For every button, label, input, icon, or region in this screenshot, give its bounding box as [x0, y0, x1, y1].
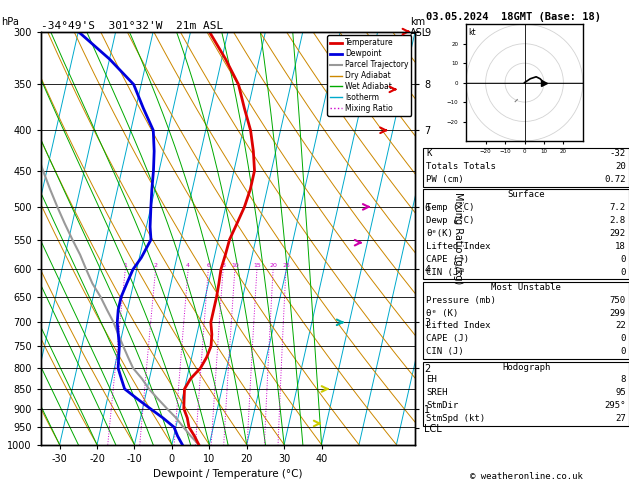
Text: 2: 2	[153, 263, 158, 268]
Text: 20: 20	[615, 162, 626, 171]
Text: CIN (J): CIN (J)	[426, 268, 464, 277]
Text: Temp (°C): Temp (°C)	[426, 203, 475, 212]
Text: 2.8: 2.8	[610, 216, 626, 225]
Text: -32: -32	[610, 149, 626, 158]
Text: Pressure (mb): Pressure (mb)	[426, 295, 496, 305]
Text: Totals Totals: Totals Totals	[426, 162, 496, 171]
Text: PW (cm): PW (cm)	[426, 175, 464, 184]
Text: 0: 0	[620, 268, 626, 277]
X-axis label: Dewpoint / Temperature (°C): Dewpoint / Temperature (°C)	[153, 469, 303, 479]
Text: CAPE (J): CAPE (J)	[426, 334, 469, 344]
Text: 20: 20	[269, 263, 277, 268]
Text: 6: 6	[206, 263, 210, 268]
Text: 1: 1	[123, 263, 127, 268]
Text: Lifted Index: Lifted Index	[426, 242, 491, 251]
Text: K: K	[426, 149, 431, 158]
Text: 95: 95	[615, 388, 626, 398]
Legend: Temperature, Dewpoint, Parcel Trajectory, Dry Adiabat, Wet Adiabat, Isotherm, Mi: Temperature, Dewpoint, Parcel Trajectory…	[327, 35, 411, 116]
Text: 0.72: 0.72	[604, 175, 626, 184]
Text: 0: 0	[620, 334, 626, 344]
Text: 15: 15	[253, 263, 261, 268]
Text: km
ASL: km ASL	[410, 17, 428, 38]
Text: 299: 299	[610, 309, 626, 318]
Text: 8: 8	[620, 376, 626, 384]
Y-axis label: Mixing Ratio (g/kg): Mixing Ratio (g/kg)	[453, 192, 463, 284]
Text: 0: 0	[620, 255, 626, 264]
Text: Dewp (°C): Dewp (°C)	[426, 216, 475, 225]
Text: StmDir: StmDir	[426, 401, 459, 410]
Text: CIN (J): CIN (J)	[426, 347, 464, 356]
Text: 18: 18	[615, 242, 626, 251]
Text: 03.05.2024  18GMT (Base: 18): 03.05.2024 18GMT (Base: 18)	[426, 12, 601, 22]
Text: StmSpd (kt): StmSpd (kt)	[426, 414, 486, 423]
Text: Hodograph: Hodograph	[502, 363, 550, 372]
Text: EH: EH	[426, 376, 437, 384]
Text: 25: 25	[282, 263, 290, 268]
Text: CAPE (J): CAPE (J)	[426, 255, 469, 264]
Text: 292: 292	[610, 229, 626, 238]
Text: © weatheronline.co.uk: © weatheronline.co.uk	[470, 472, 582, 481]
Text: 295°: 295°	[604, 401, 626, 410]
Text: 0: 0	[620, 347, 626, 356]
Text: 10: 10	[231, 263, 239, 268]
Text: kt: kt	[469, 28, 476, 37]
Text: SREH: SREH	[426, 388, 448, 398]
Text: 7.2: 7.2	[610, 203, 626, 212]
Text: 4: 4	[186, 263, 190, 268]
Text: θᵉ (K): θᵉ (K)	[426, 309, 459, 318]
Text: 750: 750	[610, 295, 626, 305]
Text: 22: 22	[615, 322, 626, 330]
Text: 8: 8	[221, 263, 225, 268]
Text: 27: 27	[615, 414, 626, 423]
Text: hPa: hPa	[1, 17, 18, 27]
Text: Most Unstable: Most Unstable	[491, 283, 561, 292]
Text: θᵉ(K): θᵉ(K)	[426, 229, 453, 238]
Text: -34°49'S  301°32'W  21m ASL: -34°49'S 301°32'W 21m ASL	[41, 21, 223, 31]
Text: Surface: Surface	[507, 191, 545, 199]
Text: Lifted Index: Lifted Index	[426, 322, 491, 330]
